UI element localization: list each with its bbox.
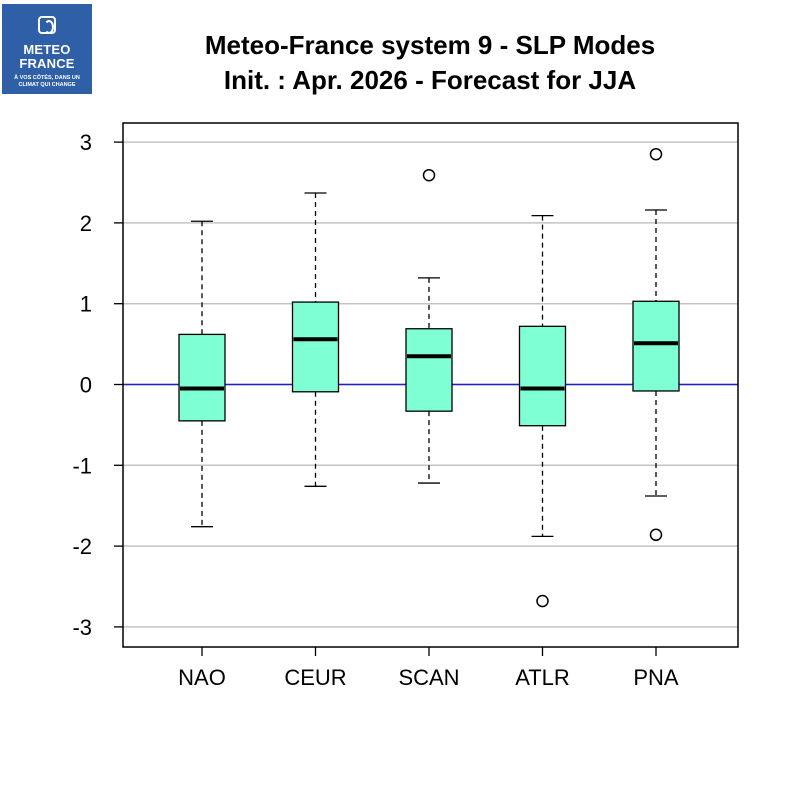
iqr-box xyxy=(632,300,680,392)
iqr-box xyxy=(178,333,226,422)
x-tick-label: CEUR xyxy=(284,665,346,690)
y-tick-label: 1 xyxy=(80,292,92,317)
plot-frame xyxy=(122,122,739,648)
y-tick-label: 2 xyxy=(80,211,92,236)
iqr-box xyxy=(405,328,453,412)
x-tick-label: PNA xyxy=(633,665,679,690)
y-tick-label: -3 xyxy=(72,615,92,640)
y-tick-label: 3 xyxy=(80,130,92,155)
logo-tagline: À VOS CÔTÉS, DANS UN CLIMAT QUI CHANGE xyxy=(4,75,90,89)
outlier-point xyxy=(649,147,663,161)
meteo-france-emblem-icon xyxy=(38,16,56,34)
y-tick-label: -2 xyxy=(72,534,92,559)
logo-line-2: FRANCE xyxy=(19,56,75,71)
logo-tagline-2: CLIMAT QUI CHANGE xyxy=(18,82,76,88)
x-tick-label: SCAN xyxy=(398,665,459,690)
outlier-point xyxy=(536,594,549,608)
meteo-france-logo: METEO FRANCE À VOS CÔTÉS, DANS UN CLIMAT… xyxy=(2,4,92,94)
outlier-point xyxy=(649,528,663,542)
x-tick-label: NAO xyxy=(178,665,226,690)
x-tick-label: ATLR xyxy=(515,665,570,690)
logo-tagline-1: À VOS CÔTÉS, DANS UN xyxy=(14,75,80,81)
iqr-box xyxy=(291,301,340,393)
iqr-box xyxy=(518,325,567,427)
chart-title-line-2: Init. : Apr. 2026 - Forecast for JJA xyxy=(223,65,637,95)
outlier-point xyxy=(422,168,436,182)
y-tick-label: -1 xyxy=(72,453,92,478)
logo-line-1: METEO xyxy=(23,42,71,57)
chart-title-line-1: Meteo-France system 9 - SLP Modes xyxy=(204,30,656,60)
y-tick-label: 0 xyxy=(80,373,92,398)
